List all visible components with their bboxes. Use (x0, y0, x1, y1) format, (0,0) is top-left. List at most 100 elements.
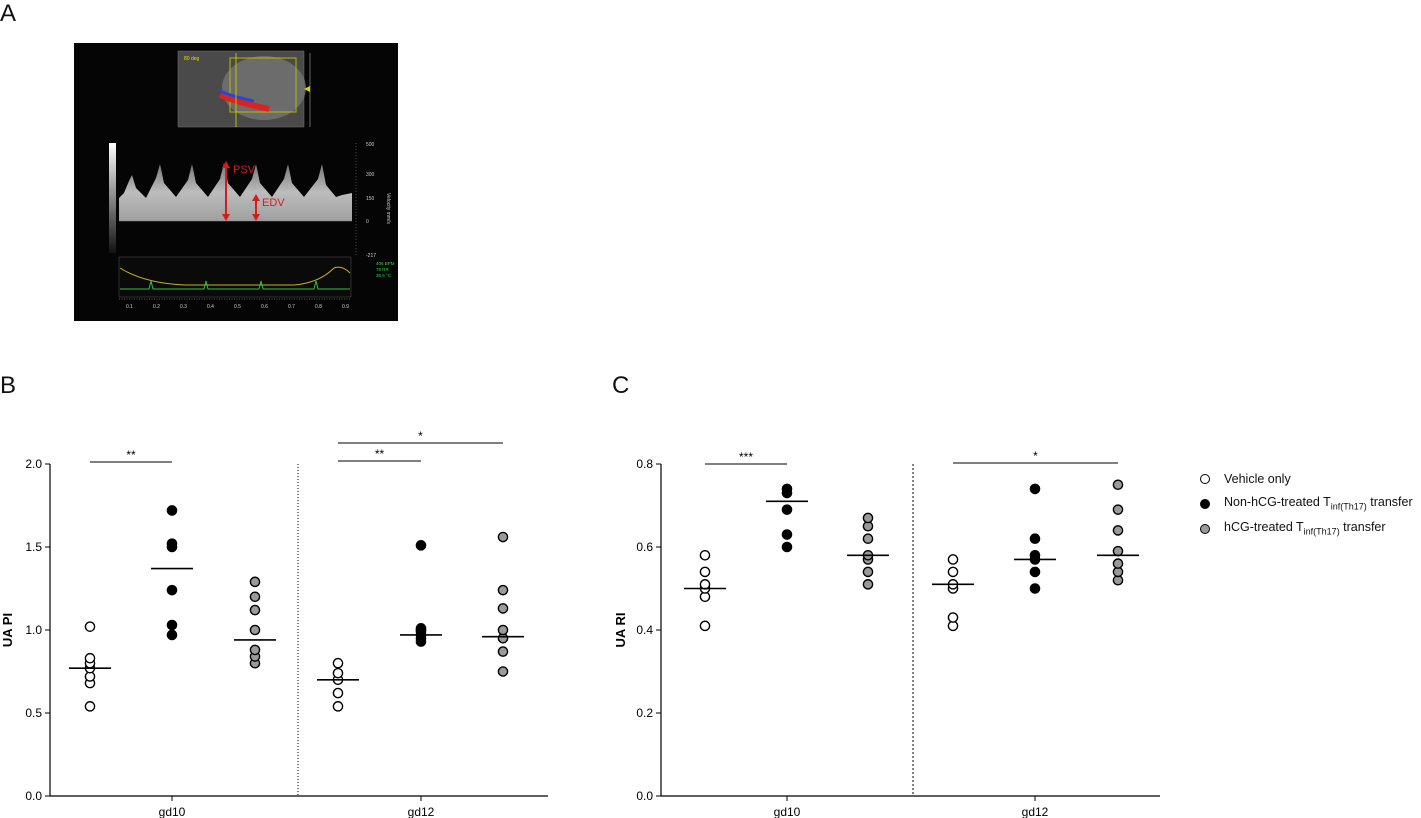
y-tick-label: 0.0 (25, 789, 42, 803)
data-point (947, 566, 959, 578)
time-tick: 0.4 (207, 304, 214, 310)
time-tick: 0.2 (153, 304, 160, 310)
significance-stars: * (418, 430, 423, 443)
velocity-scale-label: 150 (366, 196, 375, 202)
velocity-scale-label: -217 (366, 253, 376, 259)
y-tick-label: 1.0 (25, 623, 42, 637)
velocity-scale-label: 0 (366, 219, 369, 225)
data-point (249, 591, 261, 603)
data-point (497, 624, 509, 636)
data-point (166, 584, 178, 596)
data-point (249, 576, 261, 588)
data-point (699, 579, 711, 590)
y-tick-label: 0.8 (636, 457, 653, 471)
grayscale-bar (109, 143, 116, 253)
data-point (415, 540, 427, 551)
data-point (84, 652, 96, 664)
panel-label-c: C (612, 372, 630, 399)
ecg-trace (120, 280, 350, 290)
bmode-angle-label: 80 deg (184, 56, 200, 62)
significance-stars: * (1033, 449, 1038, 463)
legend-item: Vehicle only (1200, 466, 1413, 491)
data-point (1112, 558, 1124, 569)
data-point (166, 505, 178, 516)
legend-marker-hcg (1200, 523, 1210, 534)
data-point (84, 701, 96, 712)
significance-stars: ** (375, 447, 385, 461)
data-point (497, 584, 509, 596)
respiration-trace (119, 266, 351, 286)
significance-stars: *** (739, 450, 753, 464)
legend-label: hCG-treated Tinf(Th17) transfer (1224, 520, 1386, 537)
panel-label-b: B (0, 372, 17, 399)
data-point (1029, 483, 1041, 495)
data-point (781, 541, 793, 553)
data-point (332, 667, 344, 679)
data-point (862, 512, 874, 524)
data-point (781, 504, 793, 515)
y-tick-label: 0.4 (636, 623, 653, 637)
data-point (699, 566, 711, 578)
data-point (1112, 479, 1124, 491)
time-tick: 0.8 (315, 304, 322, 310)
data-point (947, 554, 959, 565)
data-point (415, 623, 427, 634)
data-point (1112, 545, 1124, 557)
data-point (166, 629, 178, 641)
y-axis-label: UA RI (613, 613, 628, 648)
panel-label-a: A (0, 0, 17, 27)
data-point (699, 620, 711, 632)
legend-item: hCG-treated Tinf(Th17) transfer (1200, 516, 1413, 541)
legend-marker-vehicle (1200, 473, 1210, 484)
data-point (166, 619, 178, 631)
data-point (332, 657, 344, 669)
doppler-ultrasound-image: 80 deg PSV EDV 500 300 150 0 -217 Veloci… (74, 43, 398, 321)
y-tick-label: 0.2 (636, 706, 653, 720)
time-tick: 0.6 (261, 304, 268, 310)
velocity-scale-label: 300 (366, 172, 375, 178)
vitals-rr: 78 RR (376, 267, 390, 272)
data-point (862, 533, 874, 544)
data-point (332, 687, 344, 699)
data-point (497, 531, 509, 543)
data-point (84, 621, 96, 632)
legend-label: Non-hCG-treated Tinf(Th17) transfer (1224, 495, 1413, 512)
data-point (1029, 550, 1041, 561)
velocity-scale-label: 500 (366, 142, 375, 148)
data-point (1029, 566, 1041, 578)
time-tick: 0.9 (342, 304, 349, 310)
data-point (1029, 533, 1041, 544)
vessel-color-flow (218, 92, 270, 112)
x-category-label: gd12 (1022, 805, 1049, 818)
y-tick-label: 0.0 (636, 789, 653, 803)
legend: Vehicle only Non-hCG-treated Tinf(Th17) … (1200, 466, 1413, 541)
data-point (249, 644, 261, 656)
velocity-axis-title: Velocity mm/s (385, 193, 391, 224)
x-category-label: gd10 (774, 805, 801, 818)
data-point (781, 483, 793, 495)
data-point (1112, 525, 1124, 536)
data-point (166, 538, 178, 549)
psv-label: PSV (233, 164, 256, 176)
y-tick-label: 2.0 (25, 457, 42, 471)
legend-item: Non-hCG-treated Tinf(Th17) transfer (1200, 491, 1413, 516)
x-category-label: gd12 (408, 805, 435, 818)
data-point (249, 604, 261, 616)
x-category-label: gd10 (159, 805, 186, 818)
time-tick: 0.5 (234, 304, 241, 310)
vitals-hr: 406 BPM (376, 261, 395, 266)
vitals-temp: 35.6 °C (376, 273, 392, 278)
data-point (947, 612, 959, 623)
legend-marker-non-hcg (1200, 498, 1210, 509)
data-point (699, 550, 711, 561)
edv-label: EDV (262, 197, 285, 209)
data-point (497, 646, 509, 657)
data-point (332, 701, 344, 712)
time-tick: 0.7 (288, 304, 295, 310)
data-point (1112, 504, 1124, 515)
time-tick: 0.3 (180, 304, 187, 310)
y-tick-label: 0.5 (25, 706, 42, 720)
y-tick-label: 1.5 (25, 540, 42, 554)
